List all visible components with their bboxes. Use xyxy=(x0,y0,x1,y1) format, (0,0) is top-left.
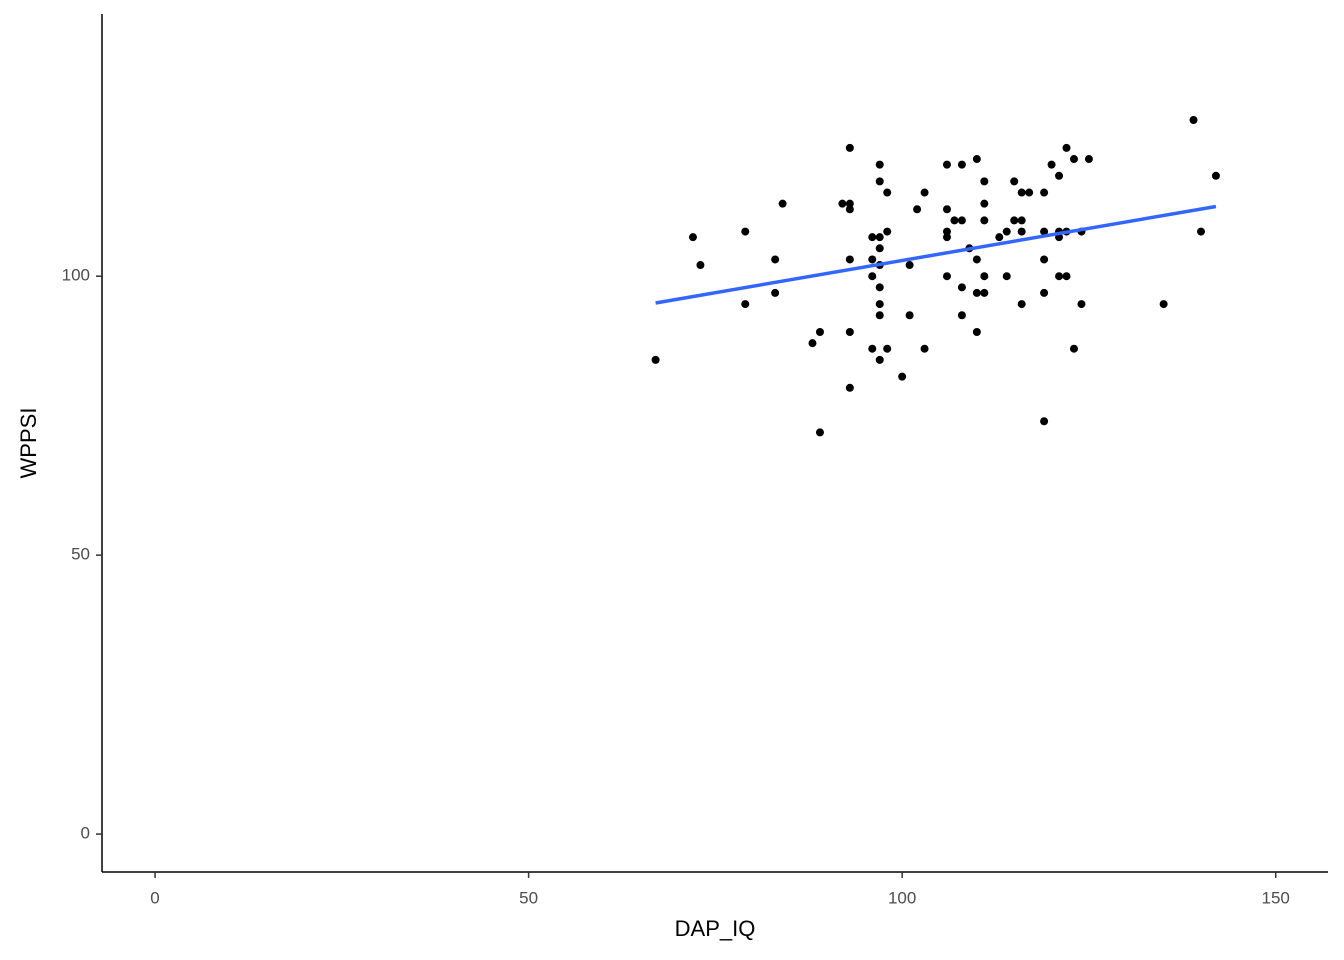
point xyxy=(815,428,824,437)
point xyxy=(1040,227,1049,236)
point xyxy=(972,255,981,264)
point xyxy=(980,177,989,186)
point xyxy=(972,327,981,336)
x-tick-label: 150 xyxy=(1262,888,1290,907)
point xyxy=(950,216,959,225)
point xyxy=(845,383,854,392)
y-tick-label: 0 xyxy=(81,824,90,843)
point xyxy=(1062,272,1071,281)
point xyxy=(741,227,750,236)
x-tick-label: 50 xyxy=(519,888,538,907)
point xyxy=(1062,143,1071,152)
point xyxy=(1010,177,1019,186)
point xyxy=(875,160,884,169)
point xyxy=(1055,272,1064,281)
point xyxy=(688,233,697,242)
point xyxy=(651,355,660,364)
point xyxy=(845,199,854,208)
point xyxy=(1017,216,1026,225)
point xyxy=(1010,216,1019,225)
point xyxy=(1159,300,1168,309)
point xyxy=(868,255,877,264)
point xyxy=(980,216,989,225)
point xyxy=(913,205,922,214)
point xyxy=(972,288,981,297)
point xyxy=(875,311,884,320)
point xyxy=(1040,288,1049,297)
point xyxy=(1040,255,1049,264)
point xyxy=(875,177,884,186)
point xyxy=(868,344,877,353)
point xyxy=(1189,115,1198,124)
point xyxy=(845,255,854,264)
point xyxy=(957,216,966,225)
y-tick-label: 100 xyxy=(62,266,90,285)
point xyxy=(942,272,951,281)
point xyxy=(942,160,951,169)
point xyxy=(1017,300,1026,309)
x-tick-label: 100 xyxy=(888,888,916,907)
point xyxy=(905,261,914,270)
point xyxy=(875,283,884,292)
point xyxy=(942,227,951,236)
point xyxy=(898,372,907,381)
point xyxy=(808,339,817,348)
point xyxy=(883,227,892,236)
point xyxy=(845,205,854,214)
point xyxy=(980,272,989,281)
point xyxy=(1002,227,1011,236)
point xyxy=(741,300,750,309)
point xyxy=(1055,171,1064,180)
point xyxy=(1017,227,1026,236)
point xyxy=(845,327,854,336)
point xyxy=(1040,188,1049,197)
y-axis-title: WPPSI xyxy=(16,408,41,479)
point xyxy=(1040,417,1049,426)
point xyxy=(980,199,989,208)
point xyxy=(875,355,884,364)
point xyxy=(868,233,877,242)
point xyxy=(1069,155,1078,164)
point xyxy=(942,205,951,214)
point xyxy=(957,311,966,320)
point xyxy=(771,288,780,297)
x-axis-title: DAP_IQ xyxy=(675,916,756,941)
point xyxy=(1002,272,1011,281)
point xyxy=(771,255,780,264)
point xyxy=(920,188,929,197)
point xyxy=(1077,300,1086,309)
point xyxy=(883,188,892,197)
point xyxy=(875,244,884,253)
point xyxy=(696,261,705,270)
point xyxy=(875,233,884,242)
trend-line xyxy=(655,204,1217,305)
point xyxy=(883,344,892,353)
x-tick-label: 0 xyxy=(150,888,159,907)
point xyxy=(778,199,787,208)
point xyxy=(995,233,1004,242)
point xyxy=(920,344,929,353)
point xyxy=(957,283,966,292)
point xyxy=(1211,171,1220,180)
point xyxy=(957,160,966,169)
point xyxy=(868,272,877,281)
point xyxy=(972,155,981,164)
point xyxy=(942,233,951,242)
point xyxy=(875,300,884,309)
point xyxy=(1047,160,1056,169)
point xyxy=(1017,188,1026,197)
point xyxy=(838,199,847,208)
point xyxy=(1025,188,1034,197)
y-tick-label: 50 xyxy=(71,545,90,564)
point xyxy=(845,143,854,152)
point xyxy=(980,288,989,297)
point xyxy=(1196,227,1205,236)
point xyxy=(905,311,914,320)
point xyxy=(815,327,824,336)
point xyxy=(1084,155,1093,164)
point xyxy=(1069,344,1078,353)
